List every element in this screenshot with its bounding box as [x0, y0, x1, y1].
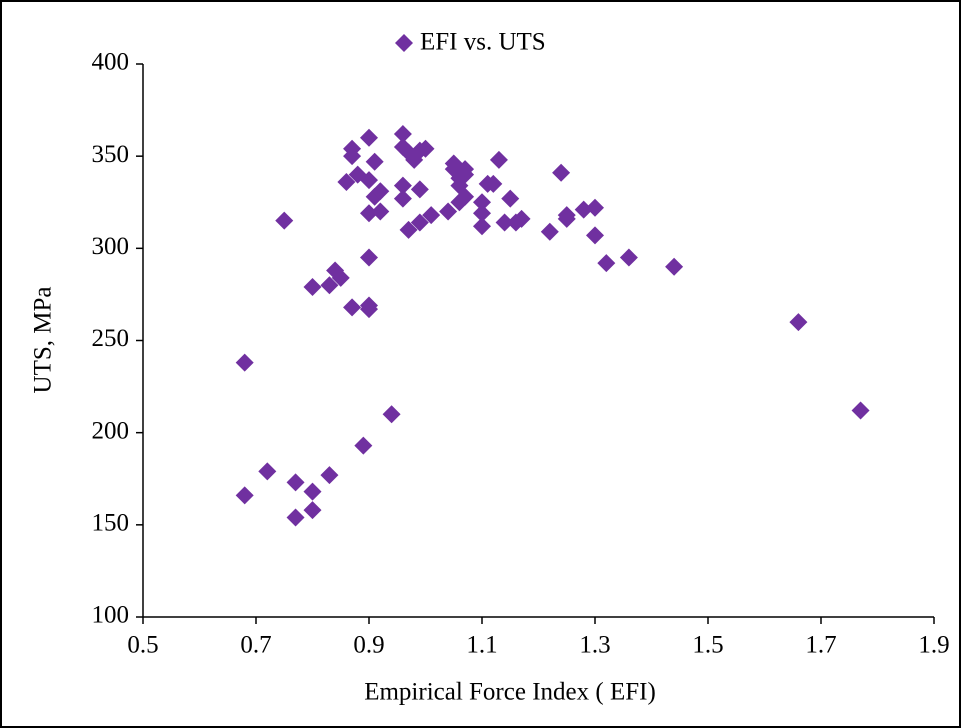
- point: [557, 206, 576, 225]
- point: [320, 466, 339, 485]
- point: [574, 200, 593, 219]
- point: [286, 508, 305, 527]
- x-tick-label: 1.3: [579, 632, 610, 659]
- x-tick-label: 0.7: [240, 632, 271, 659]
- point: [331, 268, 350, 287]
- point: [540, 222, 559, 241]
- point: [303, 278, 322, 297]
- x-tick-label: 0.9: [353, 632, 384, 659]
- y-tick-label: 300: [92, 233, 130, 260]
- point: [552, 163, 571, 182]
- point: [410, 213, 429, 232]
- point: [343, 147, 362, 166]
- point: [365, 152, 384, 171]
- point: [303, 501, 322, 520]
- point: [456, 187, 475, 206]
- point: [456, 165, 475, 184]
- point: [393, 189, 412, 208]
- x-tick-label: 1.5: [692, 632, 723, 659]
- point: [320, 276, 339, 295]
- point: [495, 213, 514, 232]
- point: [354, 436, 373, 455]
- point: [235, 486, 254, 505]
- point: [473, 217, 491, 236]
- point: [360, 204, 378, 223]
- point: [382, 405, 401, 424]
- point: [303, 482, 322, 501]
- point: [473, 204, 491, 223]
- point: [371, 202, 390, 221]
- y-tick-label: 150: [92, 510, 130, 537]
- point: [360, 128, 378, 147]
- point: [586, 226, 604, 245]
- y-axis-label: UTS, MPa: [30, 287, 57, 394]
- y-tick-label: 350: [92, 141, 130, 168]
- point: [258, 462, 277, 481]
- point: [789, 313, 808, 332]
- x-tick-label: 1.1: [466, 632, 497, 659]
- point: [597, 254, 616, 273]
- x-tick-label: 1.7: [805, 632, 836, 659]
- point: [416, 139, 435, 158]
- legend-label: EFI vs. UTS: [420, 29, 546, 56]
- point: [586, 198, 604, 217]
- point: [851, 401, 870, 420]
- x-tick-label: 1.9: [918, 632, 949, 659]
- y-tick-label: 400: [92, 49, 130, 76]
- point: [501, 189, 520, 208]
- x-tick-label: 0.5: [127, 632, 158, 659]
- point: [393, 125, 412, 144]
- point: [360, 248, 378, 267]
- point: [665, 257, 684, 276]
- point: [337, 172, 356, 191]
- point: [393, 176, 412, 195]
- point: [422, 206, 441, 225]
- y-tick-label: 100: [92, 602, 130, 629]
- point: [371, 182, 390, 201]
- point: [439, 202, 458, 221]
- point: [235, 353, 254, 372]
- legend-marker: [395, 34, 413, 52]
- point: [286, 473, 305, 492]
- point: [512, 209, 531, 228]
- y-tick-label: 200: [92, 417, 130, 444]
- point: [360, 300, 378, 319]
- x-axis-label: Empirical Force Index ( EFI): [364, 679, 656, 706]
- point: [619, 248, 638, 267]
- point: [473, 193, 491, 212]
- y-tick-label: 250: [92, 325, 130, 352]
- point: [489, 150, 508, 169]
- point: [399, 220, 418, 239]
- point: [343, 298, 362, 317]
- point: [275, 211, 294, 230]
- point: [410, 180, 429, 199]
- point: [484, 174, 503, 193]
- point: [360, 171, 378, 190]
